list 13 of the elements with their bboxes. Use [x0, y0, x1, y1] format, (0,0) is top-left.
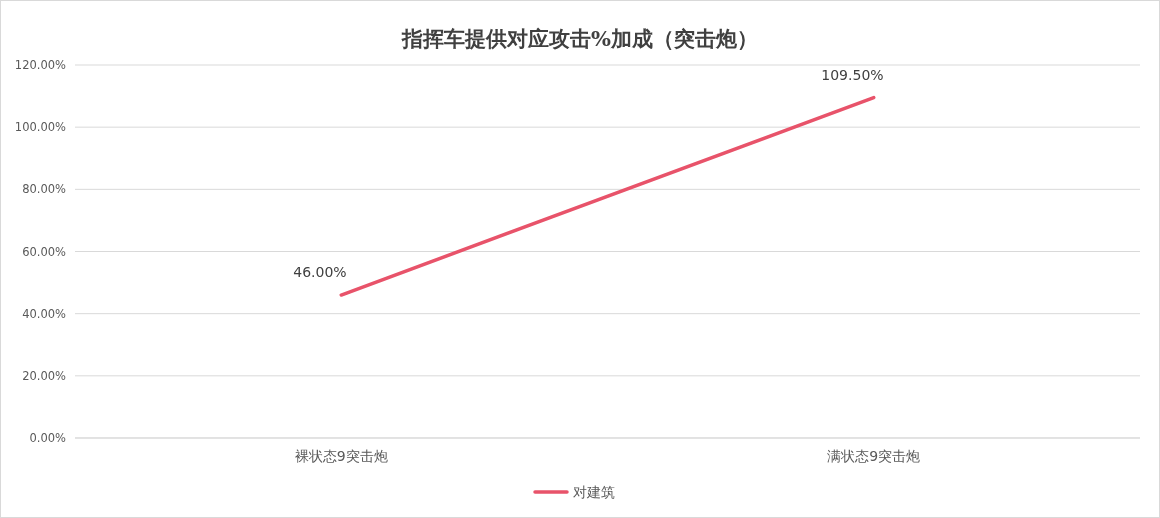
- data-label: 46.00%: [293, 264, 347, 281]
- y-tick-label: 80.00%: [22, 182, 67, 197]
- chart-title: 指挥车提供对应攻击%加成（突击炮）: [401, 26, 758, 51]
- y-tick-label: 60.00%: [22, 244, 67, 259]
- legend-label: 对建筑: [573, 484, 615, 500]
- x-tick-label: 满状态9突击炮: [827, 448, 921, 464]
- y-tick-label: 0.00%: [29, 431, 67, 445]
- y-tick-label: 20.00%: [22, 368, 67, 383]
- x-tick-label: 裸状态9突击炮: [294, 448, 388, 464]
- y-tick-label: 120.00%: [14, 58, 67, 72]
- y-tick-label: 40.00%: [22, 306, 67, 321]
- y-tick-label: 100.00%: [14, 120, 67, 135]
- data-label: 109.50%: [821, 66, 884, 83]
